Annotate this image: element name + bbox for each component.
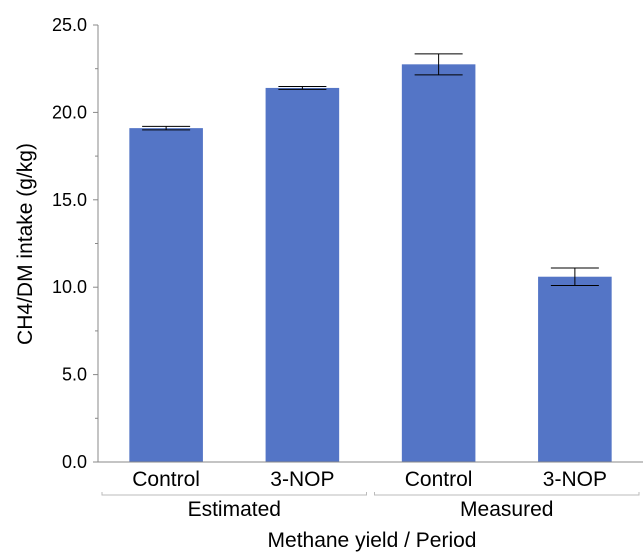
category-label: Control — [132, 468, 200, 491]
group-bracket — [101, 492, 367, 496]
y-tick-label: 0.0 — [62, 452, 87, 472]
y-tick-label: 25.0 — [52, 15, 87, 35]
bar — [401, 64, 476, 462]
bars — [129, 53, 612, 462]
category-label: 3-NOP — [270, 468, 334, 491]
y-tick-label: 15.0 — [52, 190, 87, 210]
y-tick-label: 10.0 — [52, 277, 87, 297]
y-tick-label: 5.0 — [62, 365, 87, 385]
group-label: Measured — [460, 498, 553, 521]
bar — [538, 276, 612, 462]
category-label: 3-NOP — [543, 468, 607, 491]
x-axis: Control 3-NOP Control 3-NOP Estimated Measure… — [98, 461, 643, 521]
bar — [129, 128, 203, 462]
y-tick-label: 20.0 — [52, 102, 87, 122]
x-axis-title: Methane yield / Period — [268, 529, 477, 552]
group-bracket — [374, 492, 640, 496]
y-axis-title: CH4/DM intake (g/kg) — [14, 143, 37, 345]
category-label: Control — [405, 468, 473, 491]
bar — [265, 87, 340, 462]
group-label: Estimated — [188, 498, 281, 521]
y-axis: 0.0 5.0 10.0 15.0 20.0 25.0 — [52, 15, 99, 472]
